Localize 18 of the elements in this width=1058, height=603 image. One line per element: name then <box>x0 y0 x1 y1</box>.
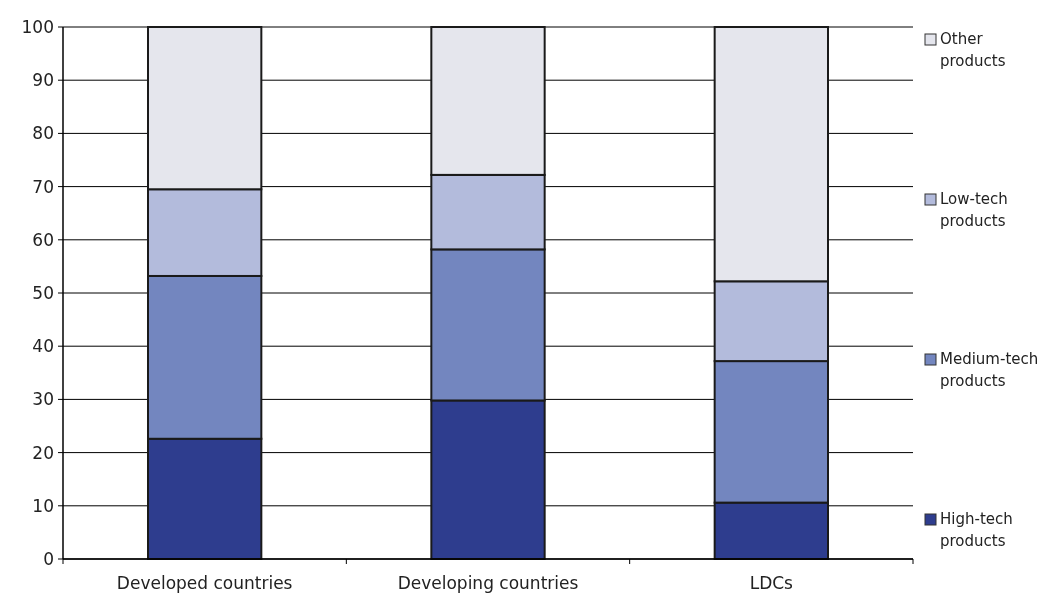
y-tick-label: 100 <box>21 16 54 37</box>
legend-label: Low-tech products <box>940 190 1008 230</box>
x-tick-label: Developing countries <box>397 573 579 593</box>
y-tick-label: 50 <box>32 282 54 303</box>
y-tick-label: 60 <box>32 229 54 250</box>
x-tick-label: Developed countries <box>116 573 293 593</box>
legend-label: High-tech products <box>940 510 1013 550</box>
y-tick-label: 20 <box>32 442 54 463</box>
y-tick-label: 10 <box>32 495 54 516</box>
y-tick-label: 40 <box>32 336 54 357</box>
x-tick-label: LDCs <box>749 573 794 593</box>
y-tick-label: 0 <box>43 548 54 569</box>
y-tick-label: 90 <box>32 70 54 91</box>
y-tick-label: 30 <box>32 389 54 410</box>
y-tick-label: 80 <box>32 123 54 144</box>
legend-label: Medium-tech products <box>940 350 1039 390</box>
legend-label: Other products <box>940 30 1006 70</box>
y-tick-label: 70 <box>32 176 54 197</box>
